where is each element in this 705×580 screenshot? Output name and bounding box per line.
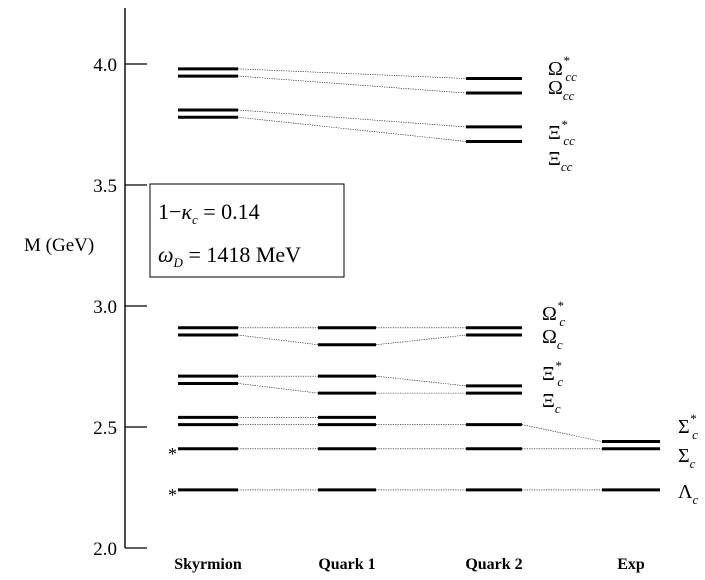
column-label-0: Skyrmion (174, 556, 242, 573)
column-label-3: Exp (617, 556, 645, 573)
connector-7-0-1 (237, 383, 319, 394)
state-label-8: Σ* c (678, 411, 698, 442)
y-tick-label-4: 4.0 (93, 55, 117, 76)
y-axis-label: M (GeV) (24, 235, 94, 256)
state-label-3: Ξcc (548, 148, 573, 174)
star-marker-0: * (168, 444, 177, 464)
connector-3-0-2 (237, 116, 467, 142)
omega-subscript: D (173, 255, 184, 270)
state-label-6: Ξ* c (542, 358, 563, 389)
y-tick-label-2: 3.0 (93, 297, 117, 318)
state-label-9: Σc (678, 445, 696, 471)
state-label-1: Ωcc (548, 77, 575, 103)
star-markers: ** (168, 444, 177, 505)
state-label-2: Ξ* cc (548, 117, 575, 148)
connector-1-0-2 (237, 75, 467, 94)
connector-5-0-1 (237, 334, 319, 346)
state-label-5: Ωc (542, 326, 563, 352)
y-tick-label-1: 2.5 (93, 418, 117, 439)
parameter-box-frame (149, 183, 345, 278)
kappa-subscript: c (192, 212, 198, 227)
y-ticks: 2.0 2.5 3.0 3.5 4.0 (93, 55, 147, 560)
connector-9-2-3 (521, 424, 603, 442)
omega-symbol: ω (158, 242, 174, 267)
kappa-line: 1−κc = 0.14 (158, 199, 260, 227)
state-label-4: Ω* c (542, 298, 565, 329)
star-marker-1: * (168, 485, 177, 505)
connector-5-1-2 (375, 334, 467, 346)
energy-levels (178, 67, 660, 492)
state-label-7: Ξc (542, 390, 561, 416)
connector-6-1-2 (375, 375, 467, 387)
parameter-box: 1−κc = 0.14 ωD = 1418 MeV (149, 183, 345, 278)
y-tick-label-3: 3.5 (93, 176, 117, 197)
connector-lines (237, 68, 603, 491)
state-label-0: Ω* cc (548, 53, 577, 84)
y-tick-label-0: 2.0 (93, 539, 117, 560)
column-labels: Skyrmion Quark 1 Quark 2 Exp (174, 556, 645, 573)
kappa-value: = 0.14 (198, 199, 260, 224)
state-label-10: Λc (678, 481, 699, 507)
omega-value: = 1418 MeV (183, 242, 301, 267)
column-label-1: Quark 1 (318, 556, 375, 573)
omega-line: ωD = 1418 MeV (158, 242, 301, 270)
connector-0-0-2 (237, 68, 467, 79)
column-label-2: Quark 2 (465, 556, 522, 573)
connector-2-0-2 (237, 109, 467, 128)
kappa-pre: 1− (158, 199, 181, 224)
kappa-symbol: κ (181, 199, 192, 224)
